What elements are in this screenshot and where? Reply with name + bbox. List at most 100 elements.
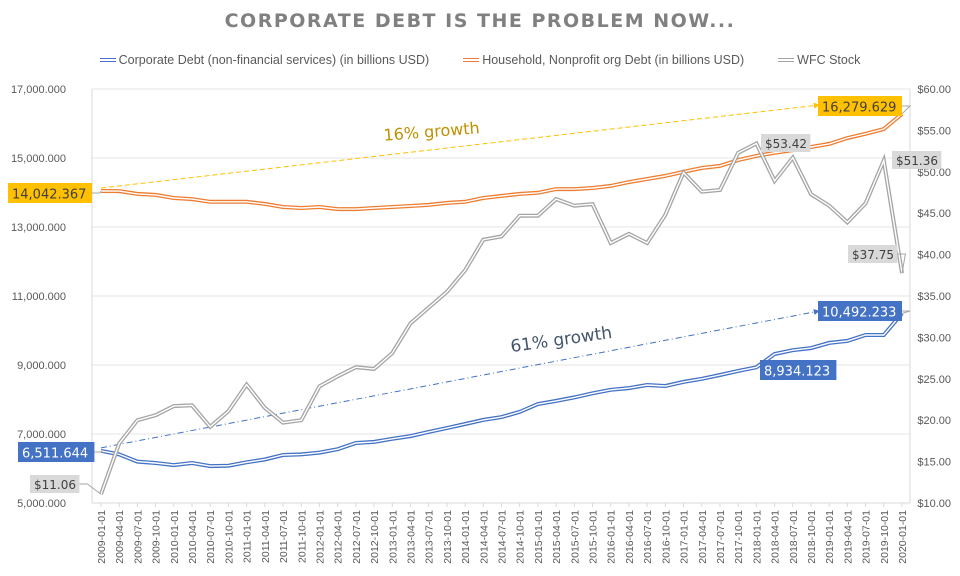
data-label-0-36: 8,934.123 — [760, 360, 837, 380]
x-tick-label: 2010-01-01 — [169, 510, 181, 564]
y-left-tick-label: 9,000.000 — [17, 360, 66, 372]
x-tick-label: 2010-04-01 — [187, 510, 199, 564]
x-tick-label: 2012-01-01 — [314, 510, 326, 564]
legend-swatch-household-debt — [463, 58, 480, 62]
chart-title: CORPORATE DEBT IS THE PROBLEM NOW... — [224, 10, 736, 32]
y-left-tick-label: 7,000.000 — [17, 429, 66, 441]
x-tick-label: 2019-04-01 — [842, 510, 854, 564]
data-label-0-0: 6,511.644 — [18, 442, 104, 462]
y-right-tick-label: $15.00 — [917, 457, 951, 469]
x-tick-label: 2019-01-01 — [824, 510, 836, 564]
y-right-tick-label: $55.00 — [917, 125, 951, 137]
x-tick-label: 2015-04-01 — [551, 510, 563, 564]
x-tick-label: 2014-01-01 — [460, 510, 472, 564]
label-leader-line — [79, 483, 102, 495]
x-tick-label: 2014-07-01 — [497, 510, 509, 564]
data-labels: 6,511.644 8,934.123 10,492.233 14,042.367 16… — [8, 96, 942, 495]
legend-label-household-debt: Household, Nonprofit org Debt (in billio… — [482, 53, 745, 67]
label-background — [760, 360, 837, 380]
x-tick-label: 2017-01-01 — [679, 510, 691, 564]
label-background — [818, 301, 902, 321]
trend-arrow-corporate — [100, 309, 820, 449]
label-text: $51.36 — [896, 154, 938, 168]
y-right-tick-label: $45.00 — [917, 208, 951, 220]
data-label-2-43: $51.36 — [892, 151, 942, 169]
x-tick-label: 2015-07-01 — [569, 510, 581, 564]
y-left-tick-label: 5,000.000 — [17, 498, 66, 510]
axes: 5,000.000 7,000.000 9,000.000 11,000.000 13,… — [11, 84, 951, 564]
line-corporate-debt — [100, 312, 904, 469]
label-text: 8,934.123 — [764, 365, 830, 380]
trend-arrow-household — [100, 102, 820, 189]
data-label-1-44: 16,279.629 — [818, 96, 912, 116]
line-corporate-debt-inner — [100, 313, 903, 467]
label-leader-line — [94, 450, 104, 453]
label-text: 6,511.644 — [22, 447, 88, 462]
x-tick-label: 2018-01-01 — [751, 510, 763, 564]
x-tick-label: 2019-10-01 — [879, 510, 891, 564]
x-tick-label: 2011-07-01 — [278, 510, 290, 563]
label-text: $53.42 — [765, 137, 807, 151]
label-background — [892, 151, 942, 169]
y-right-tick-label: $60.00 — [917, 84, 951, 96]
x-tick-label: 2016-04-01 — [624, 510, 636, 564]
label-text: 14,042.367 — [12, 188, 86, 203]
x-tick-label: 2012-04-01 — [333, 510, 345, 564]
x-tick-label: 2009-01-01 — [96, 510, 108, 564]
x-tick-label: 2009-07-01 — [132, 510, 144, 564]
legend-item-household-debt[interactable]: Household, Nonprofit org Debt (in billio… — [463, 53, 744, 67]
data-label-2-0: $11.06 — [30, 475, 102, 495]
x-tick-label: 2011-01-01 — [242, 510, 254, 563]
line-household-debt-inner — [100, 113, 903, 210]
legend: Corporate Debt (non-financial services) … — [0, 53, 960, 67]
x-tick-label: 2013-10-01 — [442, 510, 454, 564]
legend-swatch-corporate-debt — [99, 58, 116, 62]
data-label-1-0: 14,042.367 — [8, 183, 102, 203]
x-tick-label: 2017-07-01 — [715, 510, 727, 564]
x-tick-label: 2012-10-01 — [369, 510, 381, 564]
data-label-2-36: $53.42 — [761, 134, 811, 152]
label-text: 10,492.233 — [822, 306, 896, 321]
gridlines — [92, 88, 910, 435]
line-household-debt — [100, 112, 904, 212]
annotation-16-growth: 16% growth — [383, 118, 481, 144]
x-tick-label: 2012-07-01 — [351, 510, 363, 564]
x-tick-label: 2009-10-01 — [151, 510, 163, 564]
label-background — [818, 96, 902, 116]
y-left-tick-label: 15,000.000 — [11, 153, 66, 165]
x-tick-label: 2015-01-01 — [533, 510, 545, 564]
x-tick-label: 2016-10-01 — [660, 510, 672, 564]
data-label-2-44: $37.75 — [848, 245, 906, 274]
legend-swatch-wfc-stock — [778, 58, 795, 62]
x-tick-label: 2018-04-01 — [770, 510, 782, 564]
legend-item-corporate-debt[interactable]: Corporate Debt (non-financial services) … — [99, 53, 430, 67]
x-tick-label: 2016-01-01 — [606, 510, 618, 564]
x-tick-label: 2017-04-01 — [697, 510, 709, 564]
legend-label-corporate-debt: Corporate Debt (non-financial services) … — [118, 53, 430, 67]
legend-item-wfc-stock[interactable]: WFC Stock — [778, 53, 860, 67]
y-left-tick-label: 17,000.000 — [11, 84, 66, 96]
x-tick-label: 2013-04-01 — [405, 510, 417, 564]
y-right-tick-label: $30.00 — [917, 332, 951, 344]
x-tick-label: 2016-07-01 — [642, 510, 654, 564]
x-tick-label: 2011-10-01 — [296, 510, 308, 563]
x-tick-label: 2018-10-01 — [806, 510, 818, 564]
x-tick-label: 2020-01-01 — [897, 510, 909, 564]
label-background — [761, 134, 811, 152]
label-leader-line — [897, 253, 906, 274]
y-right-tick-label: $10.00 — [917, 498, 951, 510]
x-tick-label: 2014-10-01 — [515, 510, 527, 564]
label-text: $11.06 — [34, 478, 76, 492]
x-tick-label: 2017-10-01 — [733, 510, 745, 564]
y-right-tick-label: $40.00 — [917, 250, 951, 262]
label-leader-line — [92, 190, 102, 194]
label-leader-line — [901, 310, 911, 314]
x-tick-label: 2009-04-01 — [114, 510, 126, 564]
y-left-tick-label: 11,000.000 — [12, 291, 66, 303]
label-background — [18, 442, 95, 462]
line-wfc-stock-inner — [100, 142, 903, 495]
y-right-tick-label: $35.00 — [917, 291, 951, 303]
legend-label-wfc-stock: WFC Stock — [797, 53, 861, 67]
label-background — [848, 245, 898, 263]
